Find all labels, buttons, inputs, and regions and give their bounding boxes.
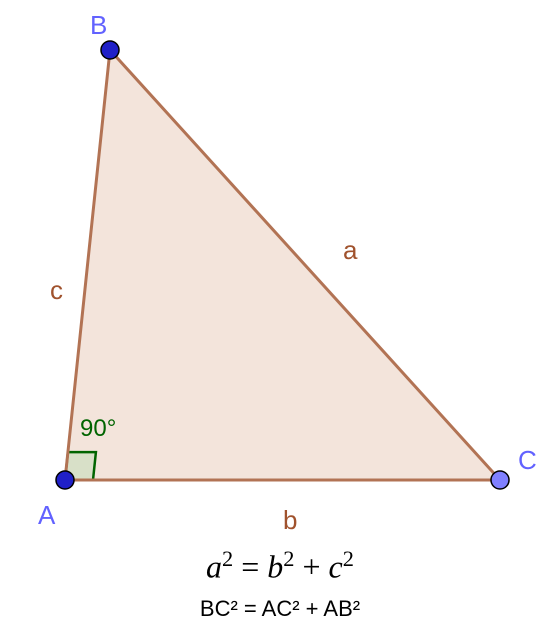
right-angle-label: 90° bbox=[80, 415, 116, 443]
vertex-b-point bbox=[101, 41, 119, 59]
pythagoras-equation: a2 = b2 + c2 bbox=[0, 546, 560, 586]
side-a-label: a bbox=[343, 235, 357, 266]
vertex-c-point bbox=[491, 471, 509, 489]
side-b-label: b bbox=[283, 505, 297, 536]
side-c-label: c bbox=[50, 275, 63, 306]
triangle-svg bbox=[0, 0, 560, 640]
vertex-b-label: B bbox=[90, 10, 107, 41]
vertex-a-point bbox=[56, 471, 74, 489]
vertex-a-label: A bbox=[38, 500, 55, 531]
triangle-shape bbox=[65, 50, 500, 480]
vertex-c-label: C bbox=[518, 445, 537, 476]
pythagorean-diagram: A B C a b c 90° a2 = b2 + c2 BC² = AC² +… bbox=[0, 0, 560, 640]
pythagoras-equation-segments: BC² = AC² + AB² bbox=[0, 596, 560, 622]
